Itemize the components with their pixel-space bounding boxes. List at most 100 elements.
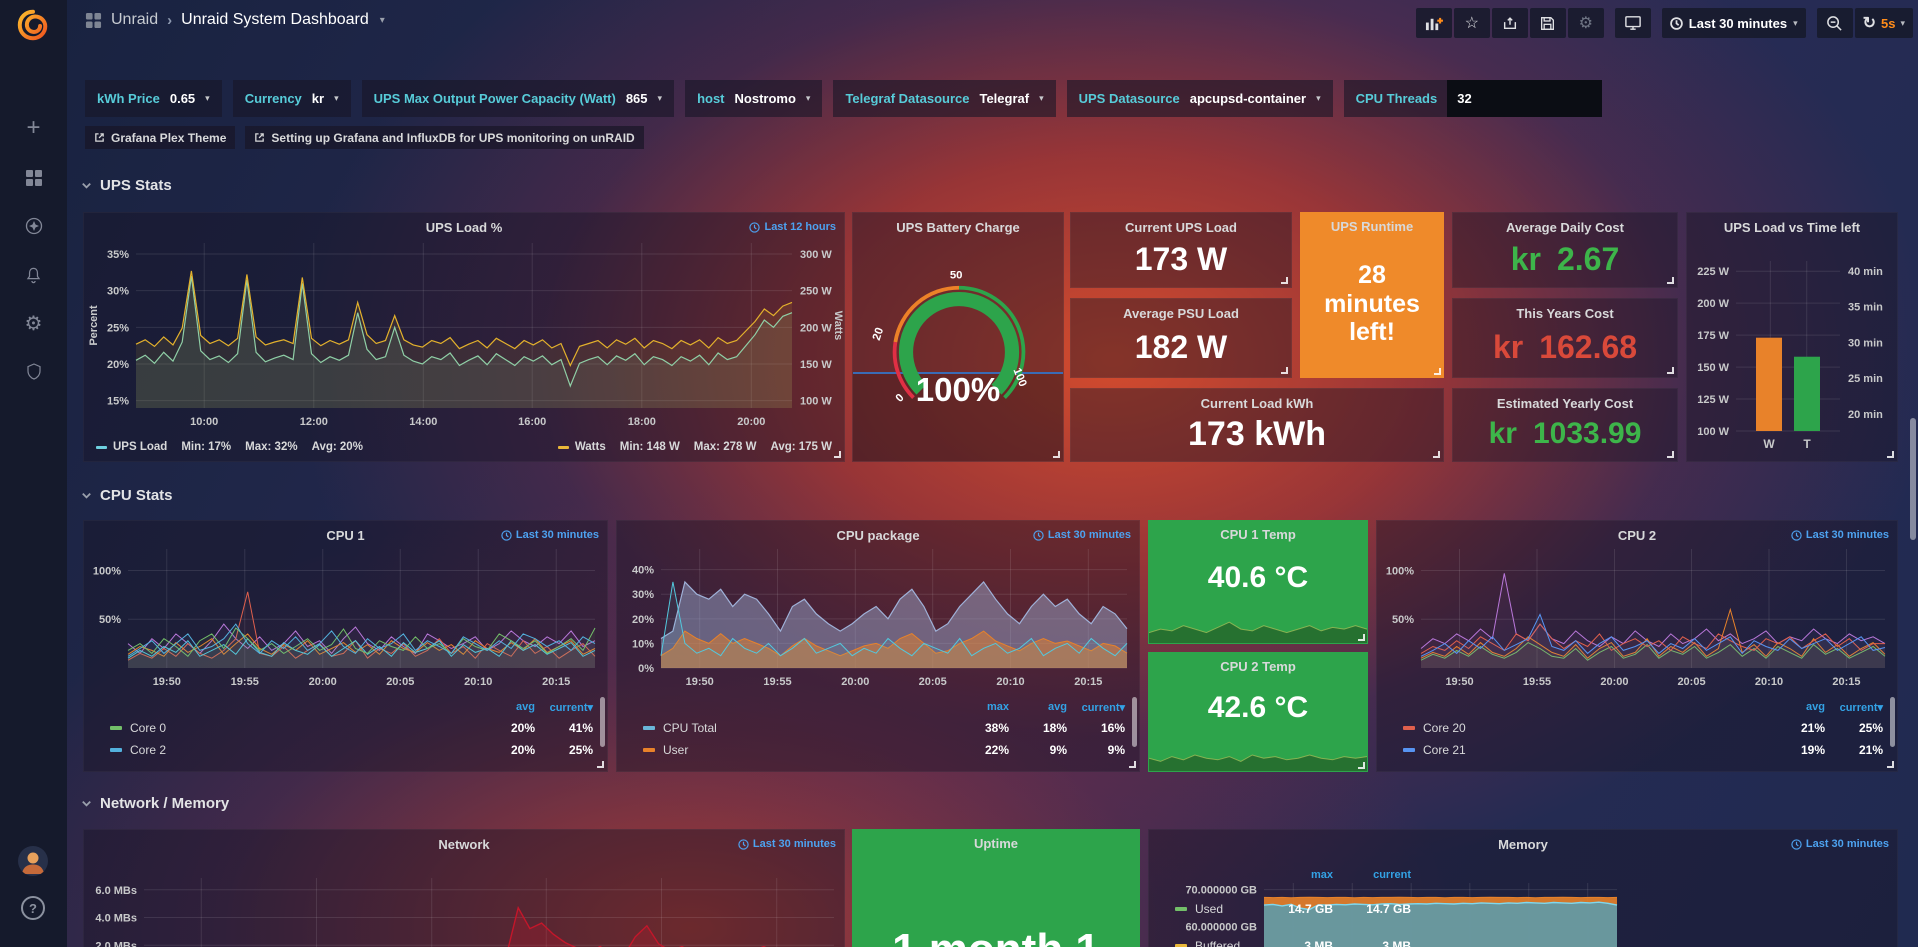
battery-gauge[interactable]: 0 20 50 100 (864, 265, 1054, 407)
resize-handle[interactable] (1887, 451, 1894, 458)
dashboard-settings-button[interactable]: ⚙ (1567, 8, 1604, 38)
panel-time-override[interactable]: Last 30 minutes (1033, 529, 1131, 541)
legend-series-cpu-total[interactable]: CPU Total 38% 18% 16% (629, 717, 1125, 739)
user-avatar[interactable] (18, 846, 48, 876)
legend-scrollbar[interactable] (1890, 697, 1895, 747)
legend-series-used[interactable]: Used 14.7 GB 14.7 GB (1161, 890, 1411, 927)
variable-currency[interactable]: Currency kr ▾ (232, 80, 351, 117)
resize-handle[interactable] (1358, 762, 1365, 769)
panel-time-override[interactable]: Last 30 minutes (1791, 838, 1889, 850)
panel-time-override[interactable]: Last 12 hours (749, 221, 836, 233)
panel-title[interactable]: CPU 2 Temp (1220, 659, 1296, 674)
panel-title[interactable]: This Years Cost (1516, 306, 1614, 321)
sidebar-item-dashboards[interactable] (0, 158, 67, 198)
legend-sort-max[interactable]: max (1310, 869, 1333, 881)
panel-title[interactable]: Estimated Yearly Cost (1496, 396, 1634, 411)
resize-handle[interactable] (1129, 761, 1136, 768)
panel-title[interactable]: Average Daily Cost (1505, 220, 1624, 235)
cpu-package-chart[interactable]: 19:50 19:55 20:00 20:05 20:10 20:15 0% 10% 20% 30… (617, 521, 1139, 771)
legend-scrollbar[interactable] (600, 697, 605, 747)
resize-handle[interactable] (1434, 368, 1441, 375)
panel-title[interactable]: Current Load kWh (1200, 396, 1314, 411)
cpu2-chart[interactable]: 19:50 19:55 20:00 20:05 20:10 20:15 50% 100% (1377, 521, 1897, 771)
resize-handle[interactable] (1358, 634, 1365, 641)
resize-handle[interactable] (1281, 277, 1288, 284)
panel-title[interactable]: Current UPS Load (1125, 220, 1237, 235)
sidebar-item-server-admin[interactable] (0, 351, 67, 391)
resize-handle[interactable] (1053, 451, 1060, 458)
panel-title[interactable]: UPS Load vs Time left (1723, 220, 1861, 235)
panel-title[interactable]: CPU package (836, 528, 920, 543)
panel-title[interactable]: UPS Runtime (1330, 219, 1414, 234)
ups-load-time-bar-chart[interactable]: 100 W 125 W 150 W 175 W 200 W 225 W 20 min 25 m… (1687, 213, 1897, 461)
chevron-down-icon[interactable]: ▾ (379, 14, 385, 26)
section-header-cpu-stats[interactable]: CPU Stats (80, 487, 173, 504)
time-range-picker[interactable]: Last 30 minutes ▾ (1661, 8, 1806, 38)
panel-title[interactable]: Network (438, 837, 490, 852)
panel-title[interactable]: UPS Load % (425, 220, 503, 235)
legend-series-core-20[interactable]: Core 20 21% 25% (1389, 717, 1883, 739)
resize-handle[interactable] (1433, 451, 1440, 458)
panel-title[interactable]: CPU 1 Temp (1220, 527, 1296, 542)
panel-time-override[interactable]: Last 30 minutes (738, 838, 836, 850)
grafana-logo-icon[interactable] (16, 8, 50, 42)
star-button[interactable]: ☆ (1453, 8, 1490, 38)
legend-sort-max[interactable]: max (986, 701, 1009, 713)
sidebar-item-configuration[interactable]: ⚙ (0, 303, 67, 343)
legend-scrollbar[interactable] (1132, 697, 1137, 747)
variable-ups-max-output-power-capacity-watt[interactable]: UPS Max Output Power Capacity (Watt) 865 ▾ (361, 80, 675, 117)
variable-ups-datasource[interactable]: UPS Datasource apcupsd-container ▾ (1066, 80, 1333, 117)
panel-title[interactable]: CPU 1 (326, 528, 365, 543)
legend-sort-current[interactable]: current▾ (1839, 701, 1883, 714)
legend-sort-current[interactable]: current▾ (549, 701, 593, 714)
panel-title[interactable]: UPS Battery Charge (896, 220, 1020, 235)
panel-title[interactable]: Uptime (973, 836, 1019, 851)
save-button[interactable] (1529, 8, 1566, 38)
refresh-picker[interactable]: ↻ 5s ▾ (1854, 8, 1913, 38)
legend-series-core-0[interactable]: Core 0 20% 41% (96, 717, 593, 739)
cpu1-chart[interactable]: 19:50 19:55 20:00 20:05 20:10 20:15 50% 100% (84, 521, 607, 771)
variable-cpu-threads[interactable]: CPU Threads (1343, 80, 1603, 117)
add-panel-button[interactable] (1415, 8, 1452, 38)
variable-input[interactable] (1447, 80, 1603, 117)
dashboard-link-setting-up-grafana-and-influxdb-for-ups-monitoring-on-unraid[interactable]: Setting up Grafana and InfluxDB for UPS … (245, 126, 644, 149)
panel-title[interactable]: Memory (1498, 837, 1548, 852)
variable-host[interactable]: host Nostromo ▾ (685, 80, 823, 117)
variable-telegraf-datasource[interactable]: Telegraf Datasource Telegraf ▾ (833, 80, 1056, 117)
legend-series-core-2[interactable]: Core 2 20% 25% (96, 739, 593, 761)
legend-series-buffered[interactable]: Buffered 3 MB 3 MB (1161, 927, 1411, 947)
page-scrollbar[interactable] (1910, 418, 1916, 540)
sidebar-item-alerting[interactable] (0, 255, 67, 295)
sidebar-item-help[interactable]: ? (21, 896, 45, 920)
section-header-network-memory[interactable]: Network / Memory (80, 795, 229, 812)
sidebar-item-explore[interactable] (0, 206, 67, 246)
legend-sort-current[interactable]: current▾ (1081, 701, 1125, 714)
legend-series-watts[interactable]: Watts Min: 148 W Max: 278 W Avg: 175 W (557, 441, 832, 453)
section-header-ups-stats[interactable]: UPS Stats (80, 177, 172, 194)
legend-sort-avg[interactable]: avg (1048, 701, 1067, 713)
share-button[interactable] (1491, 8, 1528, 38)
resize-handle[interactable] (1667, 277, 1674, 284)
cycle-view-button[interactable] (1614, 8, 1651, 38)
legend-sort-avg[interactable]: avg (1806, 701, 1825, 713)
panel-title[interactable]: CPU 2 (1617, 528, 1657, 543)
panel-time-override[interactable]: Last 30 minutes (501, 529, 599, 541)
legend-series-ups-load[interactable]: UPS Load Min: 17% Max: 32% Avg: 20% (96, 441, 363, 453)
resize-handle[interactable] (834, 451, 841, 458)
resize-handle[interactable] (1281, 367, 1288, 374)
panel-title[interactable]: Average PSU Load (1123, 306, 1239, 321)
breadcrumb-dashboard-title[interactable]: Unraid System Dashboard (181, 11, 369, 28)
legend-sort-avg[interactable]: avg (516, 701, 535, 713)
breadcrumb-folder[interactable]: Unraid (111, 11, 159, 28)
resize-handle[interactable] (597, 761, 604, 768)
resize-handle[interactable] (1667, 451, 1674, 458)
resize-handle[interactable] (1667, 367, 1674, 374)
legend-sort-current[interactable]: current (1373, 869, 1411, 881)
resize-handle[interactable] (1887, 761, 1894, 768)
zoom-out-button[interactable] (1816, 8, 1853, 38)
sidebar-item-create[interactable]: + (0, 108, 67, 148)
dashboard-link-grafana-plex-theme[interactable]: Grafana Plex Theme (85, 126, 236, 149)
legend-series-core-21[interactable]: Core 21 19% 21% (1389, 739, 1883, 761)
legend-series-user[interactable]: User 22% 9% 9% (629, 739, 1125, 761)
